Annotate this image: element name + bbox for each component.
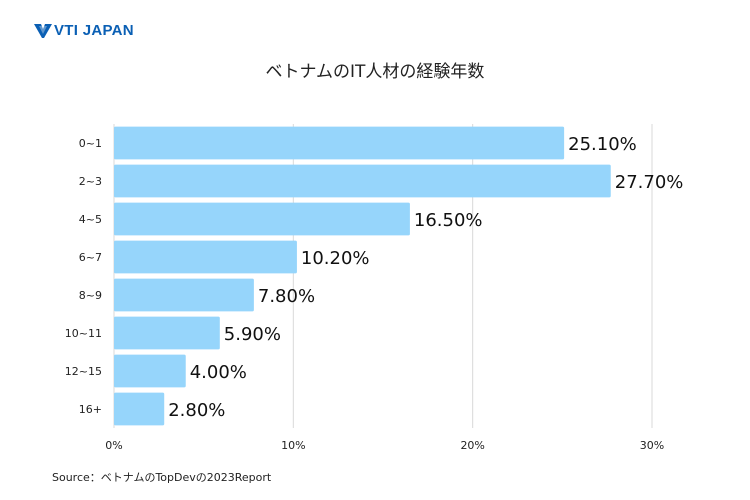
category-label: 10~11: [65, 327, 102, 340]
value-label: 25.10%: [568, 134, 637, 155]
category-label: 4~5: [79, 213, 102, 226]
category-label: 16+: [79, 403, 102, 416]
value-label: 10.20%: [301, 248, 370, 269]
bar-0~1: [114, 126, 565, 160]
vti-logo-icon: [34, 23, 52, 38]
category-label: 8~9: [79, 289, 102, 302]
value-label: 27.70%: [615, 172, 684, 193]
x-tick-label: 10%: [281, 439, 305, 452]
category-label: 2~3: [79, 175, 102, 188]
bar-4~5: [114, 202, 410, 236]
category-label: 12~15: [65, 365, 102, 378]
value-label: 16.50%: [414, 210, 483, 231]
value-label: 4.00%: [190, 362, 247, 383]
category-label: 6~7: [79, 251, 102, 264]
bar-8~9: [114, 278, 254, 312]
labels: 0% 10% 20% 30% 0~1 25.10% 2~3 27.70% 4~5 16.50% 6~…: [65, 134, 684, 452]
bar-10~11: [114, 316, 220, 350]
source-note: Source：ベトナムのTopDevの2023Report: [52, 471, 272, 484]
bar-12~15: [114, 354, 186, 388]
x-tick-label: 20%: [460, 439, 484, 452]
bar-16+: [114, 392, 165, 426]
x-tick-label: 0%: [105, 439, 122, 452]
category-label: 0~1: [79, 137, 102, 150]
chart-title: ベトナムのIT人材の経験年数: [265, 62, 485, 82]
value-label: 7.80%: [258, 286, 315, 307]
bars: [114, 126, 611, 426]
value-label: 5.90%: [224, 324, 281, 345]
brand-logo: VTI JAPAN: [34, 22, 134, 39]
brand-name: VTI JAPAN: [54, 22, 134, 39]
bar-2~3: [114, 164, 611, 198]
value-label: 2.80%: [168, 400, 225, 421]
bar-6~7: [114, 240, 297, 274]
x-tick-label: 30%: [640, 439, 664, 452]
